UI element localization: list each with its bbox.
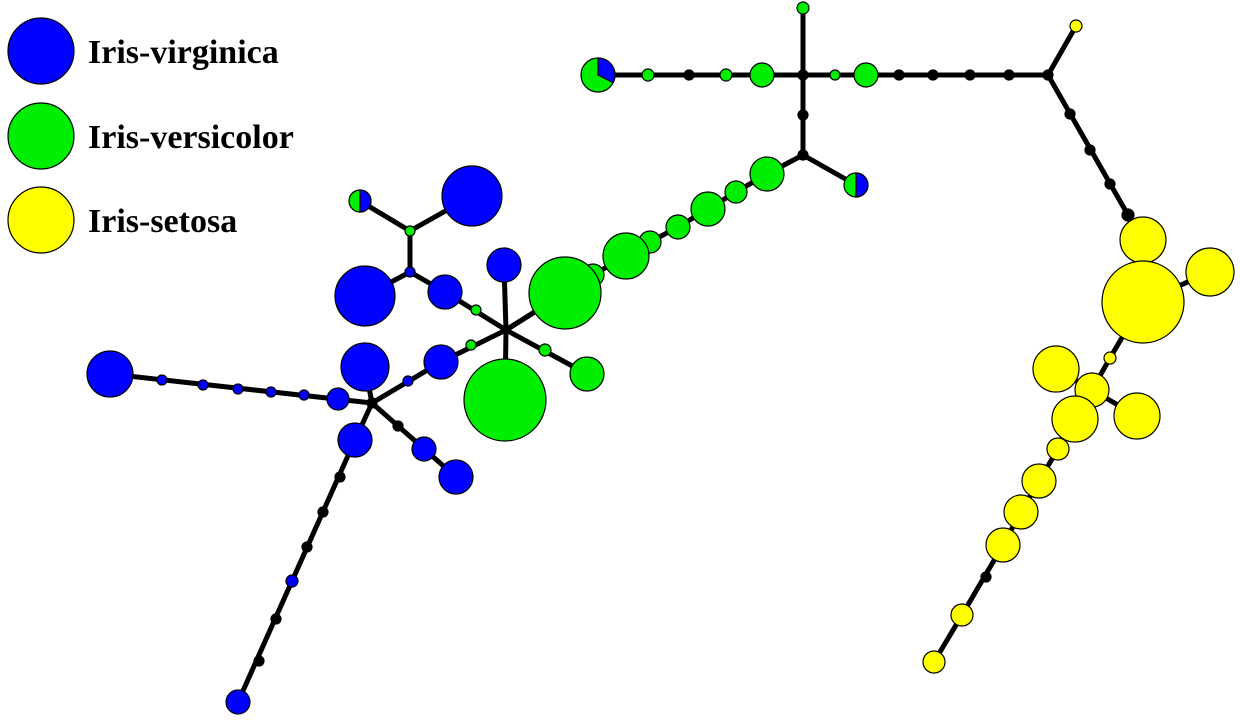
legend-swatch-setosa: [7, 186, 75, 254]
junction-node: [1084, 144, 1096, 156]
junction-node: [964, 69, 976, 81]
junction-node: [797, 69, 809, 81]
versicolor-node: [829, 69, 841, 81]
junction-node: [893, 69, 905, 81]
setosa-node: [1051, 395, 1099, 443]
junction-node: [317, 506, 329, 518]
junction-node: [301, 541, 313, 553]
legend-item-virginica: Iris-virginica: [7, 17, 279, 85]
junction-node: [1064, 108, 1076, 120]
junction-node: [797, 109, 809, 121]
versicolor-node: [463, 358, 547, 442]
versicolor-node: [465, 339, 477, 351]
junction-node: [1042, 69, 1054, 81]
mixed-node-virginica-part: [359, 189, 372, 213]
network-edge: [369, 400, 459, 480]
virginica-node: [402, 375, 414, 387]
virginica-node: [265, 386, 277, 398]
virginica-node: [334, 265, 396, 327]
virginica-node: [337, 422, 373, 458]
virginica-node: [427, 274, 463, 310]
virginica-node: [411, 436, 437, 462]
setosa-node: [1003, 494, 1039, 530]
setosa-node: [1101, 260, 1185, 344]
versicolor-node: [690, 191, 726, 227]
setosa-node: [1069, 19, 1083, 33]
network-edge: [1045, 23, 1079, 78]
versicolor-node: [538, 343, 552, 357]
virginica-node: [340, 342, 390, 392]
virginica-node: [285, 574, 299, 588]
legend-swatch-versicolor: [7, 102, 75, 170]
junction-node: [253, 655, 265, 667]
versicolor-node: [796, 1, 810, 15]
versicolor-node: [719, 68, 733, 82]
junction-node: [270, 613, 282, 625]
virginica-node: [441, 165, 503, 227]
junction-node: [1121, 208, 1135, 222]
setosa-node: [1032, 345, 1080, 393]
mixed-node: [843, 172, 869, 198]
versicolor-node: [470, 304, 482, 316]
network-nodes: [86, 1, 1235, 715]
virginica-node: [197, 379, 209, 391]
virginica-node: [86, 350, 134, 398]
junction-node: [1104, 178, 1116, 190]
legend-item-setosa: Iris-setosa: [7, 186, 237, 254]
junction-node: [683, 69, 695, 81]
setosa-node: [1021, 463, 1057, 499]
versicolor-node: [404, 225, 416, 237]
virginica-node: [225, 689, 251, 715]
mixed-node-virginica-part: [597, 57, 616, 84]
virginica-node: [486, 247, 522, 283]
junction-node: [1003, 69, 1015, 81]
junction-node: [334, 471, 346, 483]
setosa-node: [1046, 437, 1070, 461]
mixed-node: [348, 189, 372, 213]
setosa-node: [922, 650, 946, 674]
junction-node: [366, 397, 378, 409]
virginica-node: [156, 374, 168, 386]
versicolor-node: [602, 232, 650, 280]
virginica-node: [438, 459, 474, 495]
legend-swatch-virginica: [7, 17, 75, 85]
setosa-node: [985, 527, 1021, 563]
virginica-node: [326, 387, 350, 411]
versicolor-node: [749, 156, 785, 192]
setosa-node: [1103, 351, 1117, 365]
legend-label-setosa: Iris-setosa: [88, 203, 237, 240]
junction-node: [980, 571, 992, 583]
virginica-node: [423, 344, 459, 380]
setosa-node: [1113, 392, 1161, 440]
junction-node: [797, 149, 809, 161]
setosa-node: [1119, 216, 1167, 264]
versicolor-node: [724, 180, 748, 204]
virginica-node: [232, 383, 244, 395]
mixed-node: [580, 57, 616, 93]
versicolor-node: [528, 256, 602, 330]
legend: Iris-virginica Iris-versicolor Iris-seto…: [7, 17, 294, 254]
mixed-node-virginica-part: [855, 172, 869, 198]
junction-node: [392, 420, 404, 432]
setosa-node: [1185, 247, 1235, 297]
junction-node: [927, 69, 939, 81]
versicolor-node: [665, 214, 691, 240]
versicolor-node: [853, 62, 879, 88]
versicolor-node: [749, 62, 775, 88]
versicolor-node: [641, 68, 655, 82]
legend-item-versicolor: Iris-versicolor: [7, 102, 294, 170]
virginica-node: [298, 389, 310, 401]
versicolor-node: [569, 356, 605, 392]
legend-label-virginica: Iris-virginica: [88, 34, 279, 71]
virginica-node: [404, 266, 416, 278]
legend-label-versicolor: Iris-versicolor: [88, 119, 294, 156]
setosa-node: [950, 603, 974, 627]
